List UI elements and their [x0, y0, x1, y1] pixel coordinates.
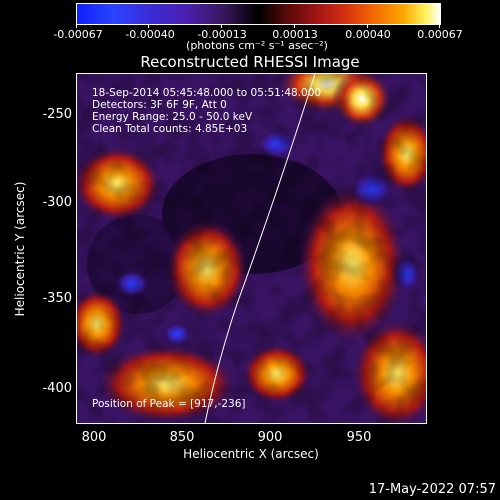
x-tick-label: 900	[257, 430, 283, 445]
colorbar-tick	[439, 24, 440, 28]
colorbar-tick	[367, 24, 368, 28]
time-range-annotation: 18-Sep-2014 05:45:48.000 to 05:51:48.000	[92, 87, 321, 99]
solar-limb-line	[204, 74, 316, 423]
x-tick-label: 850	[169, 430, 195, 445]
image-plot-area: 18-Sep-2014 05:45:48.000 to 05:51:48.000…	[76, 73, 427, 424]
x-tick-label: 950	[346, 430, 372, 445]
colorbar-tick-label: -0.00067	[53, 28, 103, 41]
colorbar-tick-label: -0.00040	[125, 28, 175, 41]
y-tick-label: -400	[42, 381, 72, 396]
y-tick-label: -350	[42, 291, 72, 306]
colorbar-tick	[76, 24, 77, 28]
colorbar-units-label: (photons cm⁻² s⁻¹ asec⁻²)	[186, 39, 328, 52]
colorbar	[76, 3, 441, 25]
plot-title: Reconstructed RHESSI Image	[140, 53, 360, 71]
colorbar-tick	[148, 24, 149, 28]
x-axis-label: Heliocentric X (arcsec)	[183, 447, 319, 461]
clean-counts-annotation: Clean Total counts: 4.85E+03	[92, 123, 247, 135]
footer-timestamp: 17-May-2022 07:57	[368, 482, 496, 497]
y-tick-label: -250	[42, 107, 72, 122]
peak-position-annotation: Position of Peak = [917,-236]	[92, 398, 246, 410]
pixel-texture	[77, 74, 426, 423]
detectors-annotation: Detectors: 3F 6F 9F, Att 0	[92, 99, 227, 111]
colorbar-tick	[221, 24, 222, 28]
colorbar-tick-label: 0.00013	[272, 28, 318, 41]
colorbar-tick-label: 0.00067	[417, 28, 463, 41]
x-tick-label: 800	[81, 430, 107, 445]
colorbar-tick-label: 0.00040	[345, 28, 391, 41]
colorbar-tick	[294, 24, 295, 28]
y-axis-label: Heliocentric Y (arcsec)	[13, 181, 27, 317]
y-tick-label: -300	[42, 195, 72, 210]
energy-range-annotation: Energy Range: 25.0 - 50.0 keV	[92, 111, 253, 123]
colorbar-tick-label: -0.00013	[197, 28, 247, 41]
